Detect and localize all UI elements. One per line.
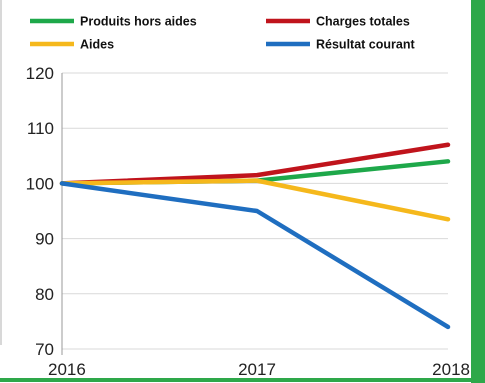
y-tick-label: 70 [35,340,54,359]
green-frame [471,0,485,383]
legend-label: Résultat courant [316,38,415,52]
series-line-1 [59,142,451,186]
series-line-2 [59,178,451,222]
y-tick-label: 120 [26,64,54,83]
tick-labels: 70 80 90 100 110 120 2016 2017 2018 [26,64,470,379]
x-tick-label: 2017 [238,360,276,379]
legend-label: Produits hors aides [80,15,197,29]
series-line-3 [59,181,451,330]
legend-label: Charges totales [316,15,410,29]
y-tick-label: 100 [26,174,54,193]
legend-label: Aides [80,38,114,52]
y-tick-label: 90 [35,230,54,249]
series-lines [59,142,451,330]
y-tick-label: 80 [35,285,54,304]
legend: Produits hors aides Charges totales Aides R… [30,15,415,52]
x-tick-label: 2016 [48,360,86,379]
x-tick-label: 2018 [432,360,470,379]
y-tick-label: 110 [27,119,54,138]
